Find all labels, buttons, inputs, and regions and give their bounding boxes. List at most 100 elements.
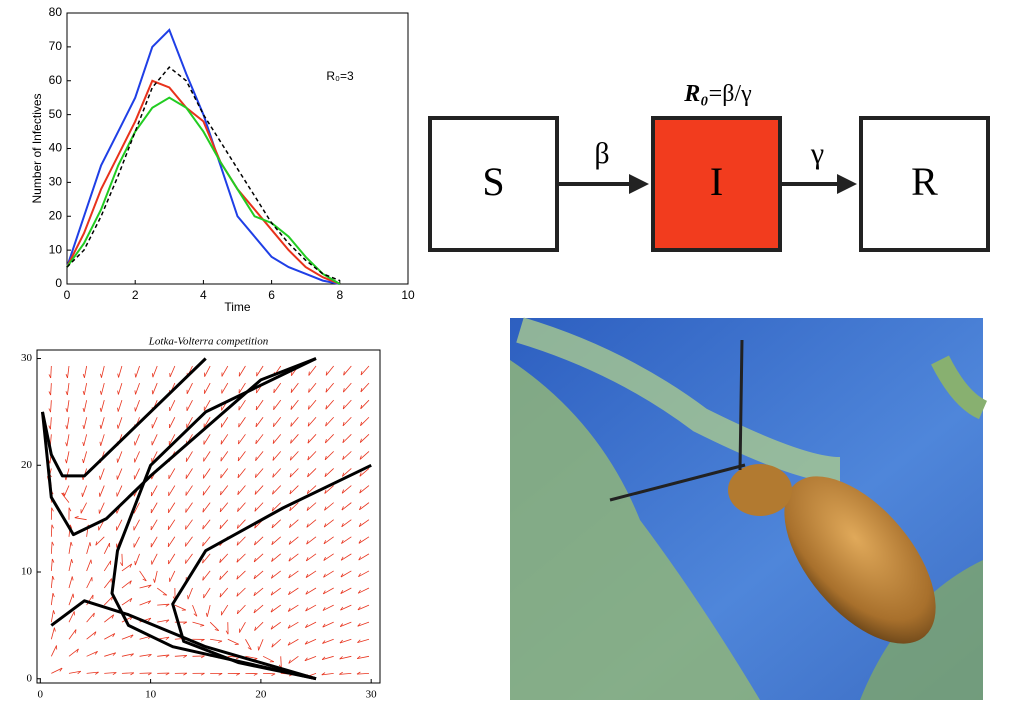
field-arrow <box>117 468 122 479</box>
field-arrow <box>122 554 123 566</box>
field-arrow <box>324 503 333 511</box>
field-arrow-head <box>83 459 84 463</box>
annotation: R₀=3 <box>326 69 354 83</box>
field-arrow <box>67 383 69 395</box>
series-line <box>67 98 340 284</box>
field-arrow-head <box>206 613 207 617</box>
field-arrow <box>325 434 333 443</box>
field-arrow <box>220 554 228 563</box>
field-arrow-head <box>53 610 54 614</box>
field-arrow-head <box>274 406 275 410</box>
field-arrow <box>135 400 139 411</box>
node-label: R <box>911 159 938 204</box>
field-arrow <box>210 639 222 641</box>
field-arrow <box>307 520 316 528</box>
field-arrow <box>308 451 316 460</box>
field-arrow <box>254 605 263 613</box>
field-arrow <box>101 366 104 378</box>
field-arrow <box>237 520 245 529</box>
field-arrow <box>210 622 219 630</box>
field-arrow <box>51 525 52 537</box>
field-arrow <box>118 400 122 411</box>
field-arrow <box>237 537 245 546</box>
field-arrow <box>87 632 96 640</box>
field-arrow <box>273 468 281 477</box>
field-arrow <box>67 451 69 463</box>
field-arrow <box>272 639 281 647</box>
field-arrow <box>96 537 105 545</box>
field-arrow <box>118 451 122 462</box>
field-arrow <box>122 673 134 674</box>
field-arrow <box>87 560 91 571</box>
field-arrow <box>273 451 281 460</box>
field-arrow-head <box>118 391 119 395</box>
field-arrow <box>204 588 211 598</box>
formula: R₀=β/γ <box>683 81 752 107</box>
field-arrow-head <box>291 372 292 376</box>
field-arrow <box>360 451 369 459</box>
field-arrow <box>100 468 104 479</box>
field-arrow <box>360 486 369 494</box>
field-arrow-head <box>163 595 167 596</box>
formula-rhs: =β/γ <box>709 81 752 107</box>
field-arrow <box>238 451 245 461</box>
field-arrow-head <box>135 561 136 565</box>
field-arrow <box>67 434 69 446</box>
field-arrow-head <box>200 625 204 626</box>
field-arrow-head <box>152 373 153 377</box>
field-arrow-head <box>53 576 55 580</box>
field-arrow <box>170 400 175 411</box>
field-arrow <box>193 622 205 625</box>
field-arrow-head <box>72 559 73 563</box>
y-tick-label: 30 <box>49 175 63 189</box>
field-arrow <box>186 503 193 513</box>
chart-title: Lotka-Volterra competition <box>148 336 269 348</box>
field-arrow-head <box>185 542 186 546</box>
field-arrow-head <box>82 493 83 497</box>
y-tick-label: 50 <box>49 107 63 121</box>
field-arrow <box>104 579 111 588</box>
field-arrow-head <box>218 641 222 642</box>
field-arrow <box>51 576 52 588</box>
field-arrow <box>291 417 299 426</box>
field-arrow <box>84 434 87 446</box>
field-arrow <box>360 434 369 442</box>
y-tick-label: 10 <box>49 242 63 256</box>
y-tick-label: 70 <box>49 39 63 53</box>
x-tick-label: 8 <box>336 288 343 302</box>
field-arrow <box>343 451 352 459</box>
field-arrow <box>290 486 299 494</box>
field-arrow <box>50 417 51 429</box>
field-arrow <box>104 596 112 605</box>
field-arrow <box>239 400 246 410</box>
y-tick-label: 10 <box>21 566 33 578</box>
field-arrow <box>357 673 369 674</box>
y-tick-label: 0 <box>55 276 62 290</box>
field-arrow <box>69 559 72 571</box>
field-arrow <box>239 622 245 632</box>
field-arrow <box>170 417 175 428</box>
field-arrow <box>220 571 228 580</box>
field-arrow <box>361 366 369 375</box>
field-arrow <box>291 383 298 393</box>
field-arrow <box>187 383 192 394</box>
edge-label: β <box>594 137 609 170</box>
field-arrow <box>168 503 174 513</box>
field-arrow <box>228 639 239 644</box>
field-arrow <box>343 383 351 392</box>
field-arrow <box>256 400 263 410</box>
field-arrow <box>136 383 140 394</box>
field-arrow <box>257 366 263 376</box>
field-arrow <box>186 486 193 496</box>
field-arrow <box>51 366 52 378</box>
field-arrow <box>221 468 228 478</box>
field-arrow <box>67 400 69 412</box>
field-arrow <box>254 554 263 562</box>
field-arrow <box>188 588 192 599</box>
field-arrow <box>51 645 56 656</box>
vector-field <box>47 366 369 677</box>
field-arrow <box>51 542 52 554</box>
field-arrow <box>101 383 104 395</box>
field-arrow <box>169 486 175 496</box>
field-arrow <box>168 520 175 530</box>
